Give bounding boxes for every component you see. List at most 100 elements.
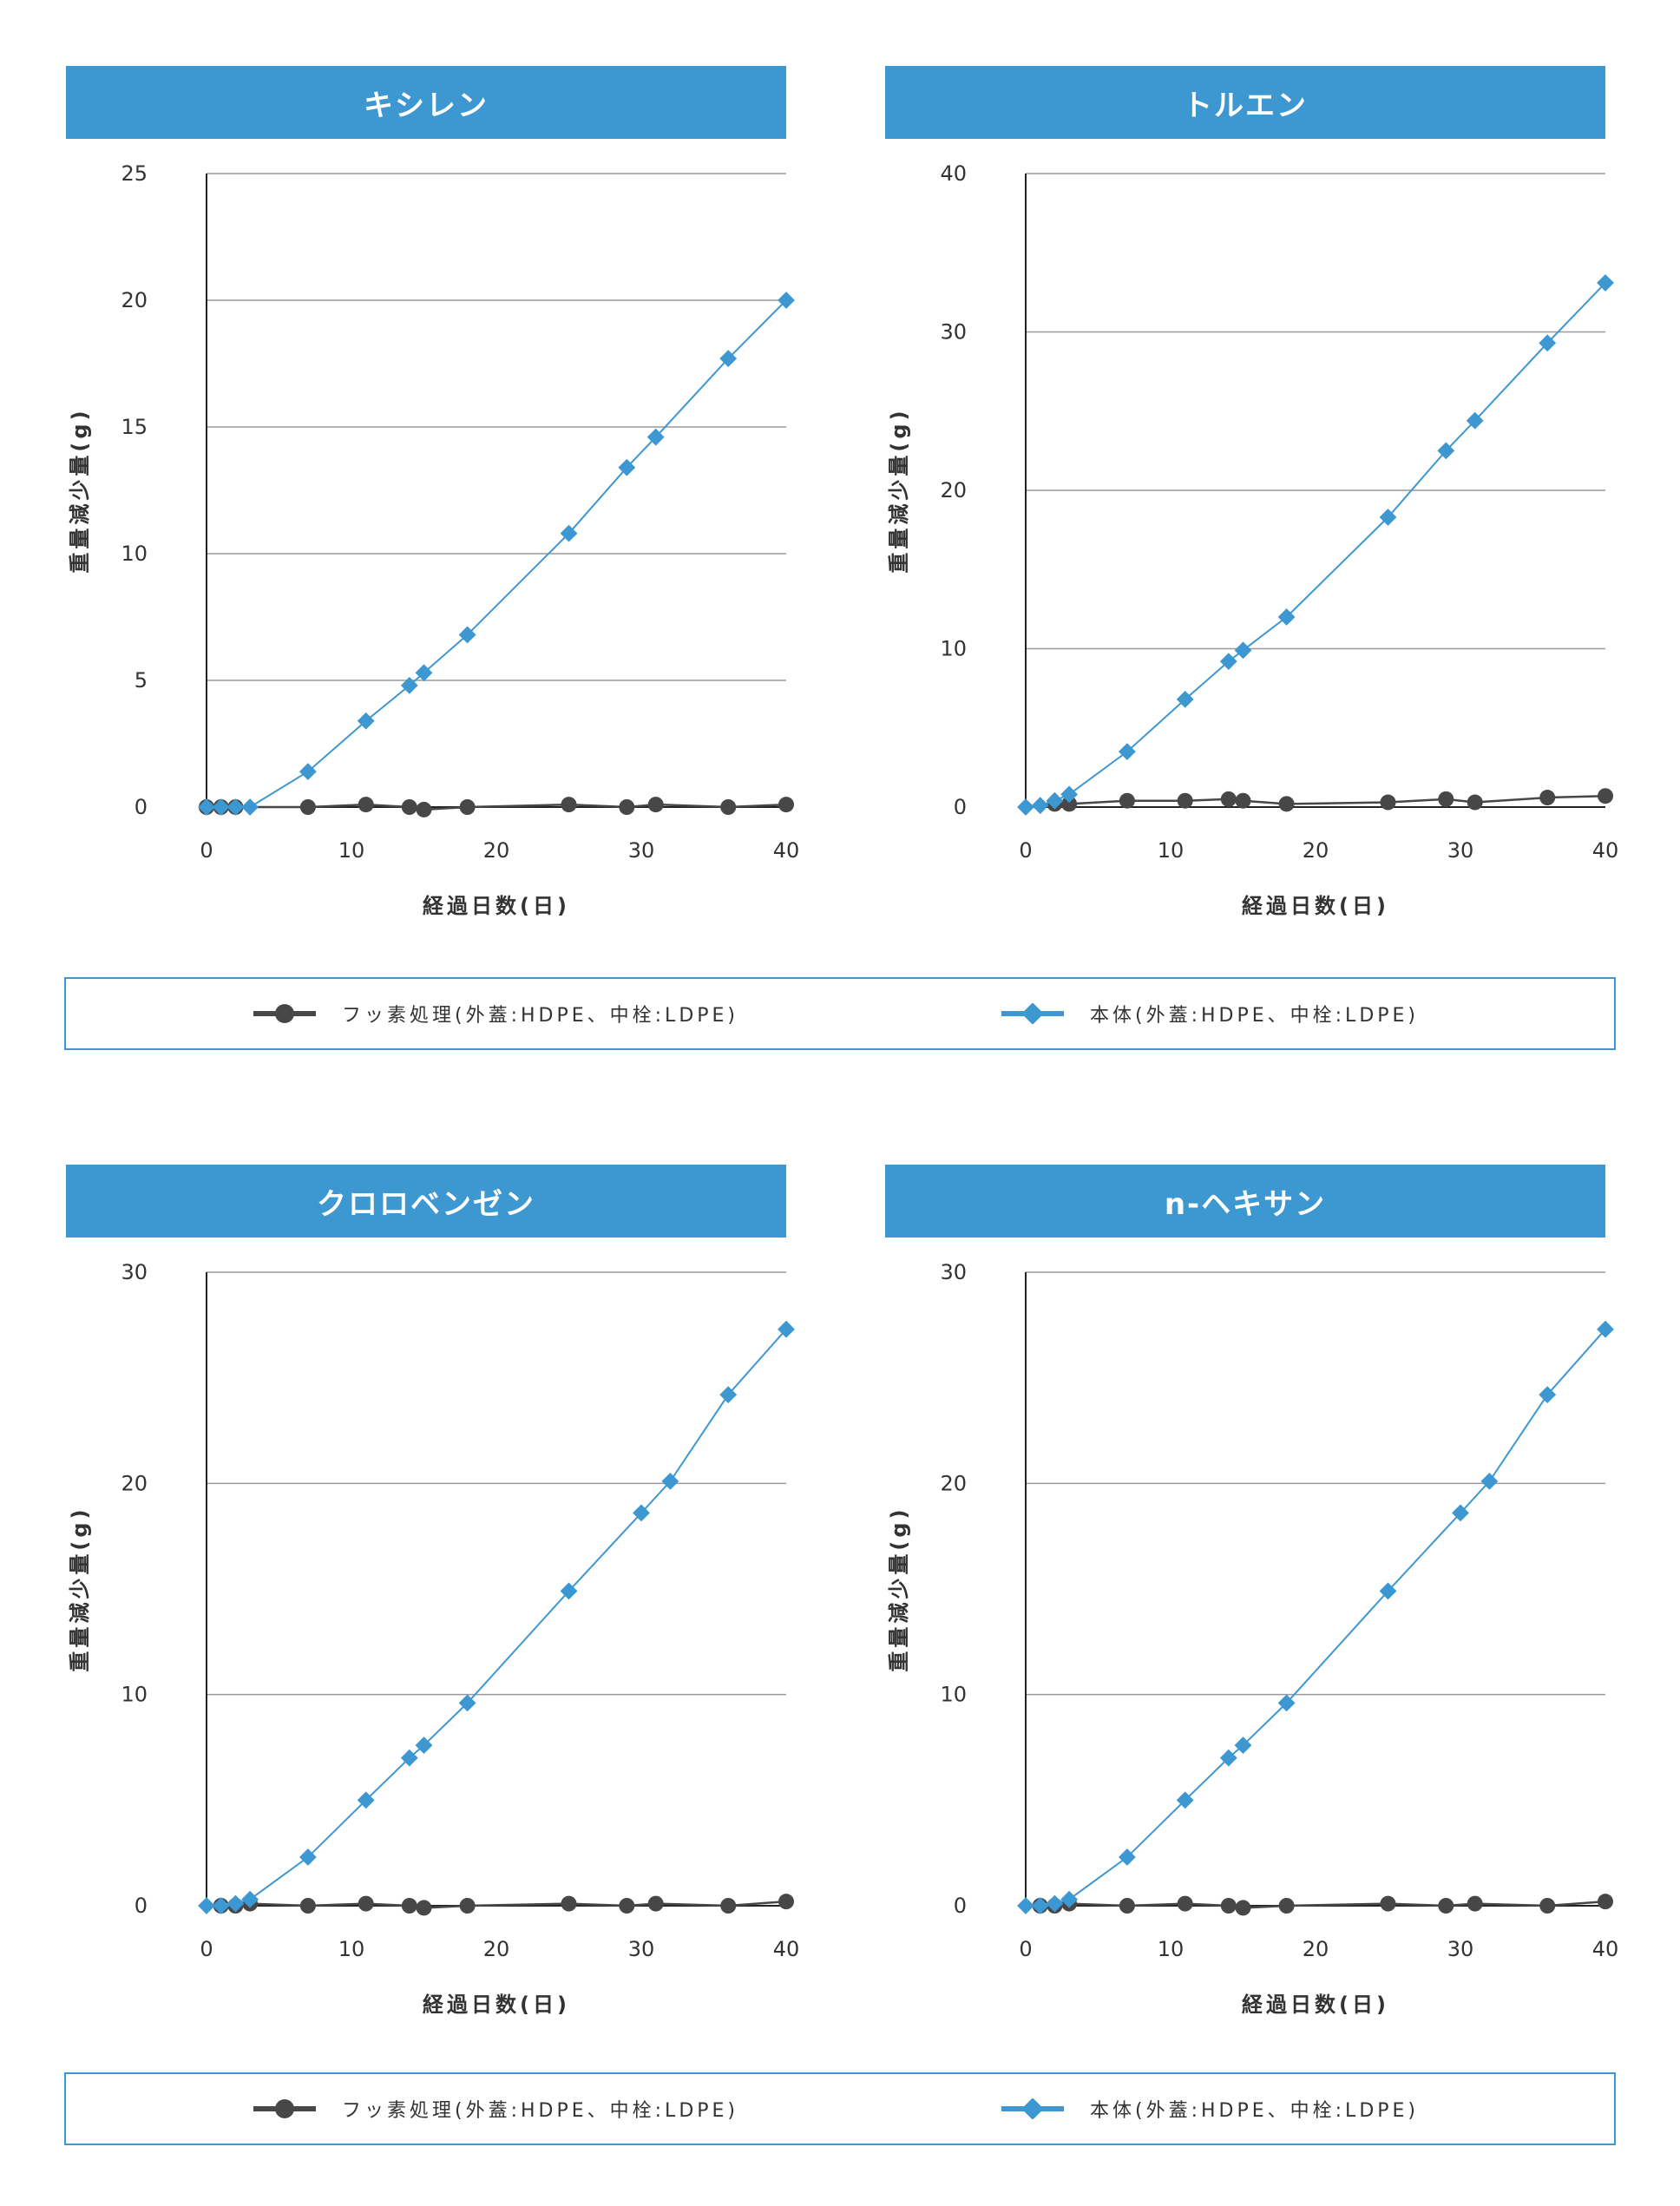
y-tick-label: 0	[135, 1894, 148, 1918]
chart-panel-n-hexane: n-ヘキサン 0 10 20 30 0 10 20 30 40 経過日数(日) 重量減少量(g)	[854, 1099, 1635, 2017]
diamond-point	[241, 798, 259, 816]
diamond-point	[1017, 1897, 1034, 1914]
legend-diamond-marker-icon	[1001, 2098, 1064, 2119]
diamond-point	[1452, 1504, 1469, 1522]
circle-point	[1119, 792, 1135, 809]
legend-item-fluorinated: フッ素処理(外蓋:HDPE、中栓:LDPE)	[250, 979, 738, 1048]
circle-point	[401, 1898, 417, 1914]
chart-plot: 0 10 20 30 40 0 10 20 30 40 経過日数(日) 重量減少量(g)	[887, 161, 1618, 918]
x-tick-label: 40	[1592, 1937, 1619, 1961]
y-tick-label: 10	[940, 1683, 967, 1707]
y-tick-label: 10	[121, 1683, 148, 1707]
x-tick-label: 0	[200, 838, 213, 863]
circle-point	[1438, 791, 1454, 807]
x-tick-label: 30	[1447, 1937, 1474, 1961]
circle-point	[1235, 792, 1251, 809]
x-tick-label: 30	[628, 1937, 655, 1961]
y-tick-label: 20	[121, 288, 148, 312]
diamond-point	[299, 763, 317, 781]
circle-point	[1539, 790, 1556, 806]
x-axis-label: 経過日数(日)	[423, 1993, 570, 2017]
x-axis-label: 経過日数(日)	[1242, 1993, 1389, 2017]
diamond-point	[1466, 411, 1484, 430]
y-tick-label: 30	[940, 320, 967, 345]
x-tick-label: 10	[1158, 1937, 1185, 1961]
circle-point	[1220, 791, 1237, 807]
circle-point	[1278, 1898, 1295, 1914]
diamond-point	[400, 1749, 418, 1767]
circle-point	[401, 799, 417, 815]
diamond-point	[241, 1890, 259, 1908]
legend-label: フッ素処理(外蓋:HDPE、中栓:LDPE)	[342, 2100, 739, 2122]
y-tick-label: 0	[135, 795, 148, 819]
series-line-body	[1025, 282, 1606, 808]
circle-point	[1177, 792, 1193, 809]
legend-item-body: 本体(外蓋:HDPE、中栓:LDPE)	[998, 979, 1419, 1048]
circle-point	[1380, 1895, 1396, 1912]
diamond-point	[458, 626, 476, 644]
chart-panel-xylene: キシレン 0 5 10 15 20 25 0 10 20 30 40 経過日数(日) 重量減少量(g)	[35, 0, 816, 918]
circle-point	[647, 1895, 664, 1912]
y-tick-label: 15	[121, 415, 148, 439]
circle-point	[358, 797, 374, 813]
y-tick-label: 20	[121, 1471, 148, 1495]
circle-point	[1598, 1894, 1613, 1910]
x-axis-label: 経過日数(日)	[1242, 894, 1389, 918]
series-line-body	[207, 1329, 787, 1907]
diamond-point	[1017, 798, 1034, 816]
x-tick-label: 10	[338, 1937, 365, 1961]
circle-point	[459, 1898, 476, 1914]
diamond-point	[1234, 1737, 1252, 1754]
diamond-point	[1234, 641, 1252, 660]
x-tick-label: 20	[483, 1937, 510, 1961]
circle-point	[416, 801, 432, 817]
x-tick-label: 20	[1303, 838, 1329, 863]
diamond-point	[1480, 1473, 1499, 1490]
chart-panel-chlorobenzene: クロロベンゼン 0 10 20 30 0 10 20 30 40 経過日数(日) 重量減少量(g)	[35, 1099, 816, 2017]
chart-title: キシレン	[66, 66, 786, 139]
y-tick-label: 20	[940, 478, 967, 502]
legend-diamond-marker-icon	[1001, 1003, 1064, 1024]
circle-point	[1061, 796, 1078, 812]
circle-point	[778, 797, 794, 813]
y-tick-label: 40	[940, 161, 967, 186]
chart-panel-toluene: トルエン 0 10 20 30 40 0 10 20 30 40 経過日数(日) 重量減少量(g)	[854, 0, 1635, 918]
y-tick-label: 30	[121, 1260, 148, 1284]
diamond-point	[212, 1897, 230, 1914]
diamond-point	[415, 664, 433, 682]
legend-label: 本体(外蓋:HDPE、中栓:LDPE)	[1090, 1005, 1420, 1027]
circle-point	[1598, 788, 1613, 804]
x-tick-label: 30	[628, 838, 655, 863]
diamond-point	[1379, 1582, 1397, 1600]
x-tick-label: 40	[773, 838, 800, 863]
y-tick-label: 25	[121, 161, 148, 186]
chart-title: n-ヘキサン	[885, 1165, 1605, 1238]
y-tick-label: 0	[954, 795, 967, 819]
diamond-point	[357, 712, 375, 730]
circle-point	[1235, 1900, 1251, 1916]
diamond-point	[646, 428, 665, 446]
diamond-point	[198, 1897, 215, 1914]
x-tick-label: 10	[1158, 838, 1185, 863]
circle-point	[1467, 794, 1483, 811]
legend-label: 本体(外蓋:HDPE、中栓:LDPE)	[1090, 2100, 1420, 2122]
diamond-point	[1597, 1320, 1614, 1338]
diamond-point	[357, 1791, 375, 1809]
diamond-point	[458, 1694, 476, 1712]
circle-point	[561, 797, 577, 813]
diamond-point	[778, 292, 795, 309]
circle-point	[1220, 1898, 1237, 1914]
y-axis-label: 重量減少量(g)	[887, 1506, 911, 1671]
y-tick-label: 10	[940, 637, 967, 661]
legend-circle-marker-icon	[253, 1004, 316, 1023]
y-tick-label: 30	[940, 1260, 967, 1284]
circle-point	[1539, 1898, 1556, 1914]
y-axis-label: 重量減少量(g)	[68, 1506, 92, 1671]
circle-point	[1438, 1898, 1454, 1914]
circle-point	[619, 799, 635, 815]
circle-point	[1380, 794, 1396, 811]
x-tick-label: 0	[1019, 838, 1032, 863]
circle-point	[1467, 1895, 1483, 1912]
series-line-fluorinated	[1054, 794, 1606, 805]
y-axis-label: 重量減少量(g)	[68, 407, 92, 573]
